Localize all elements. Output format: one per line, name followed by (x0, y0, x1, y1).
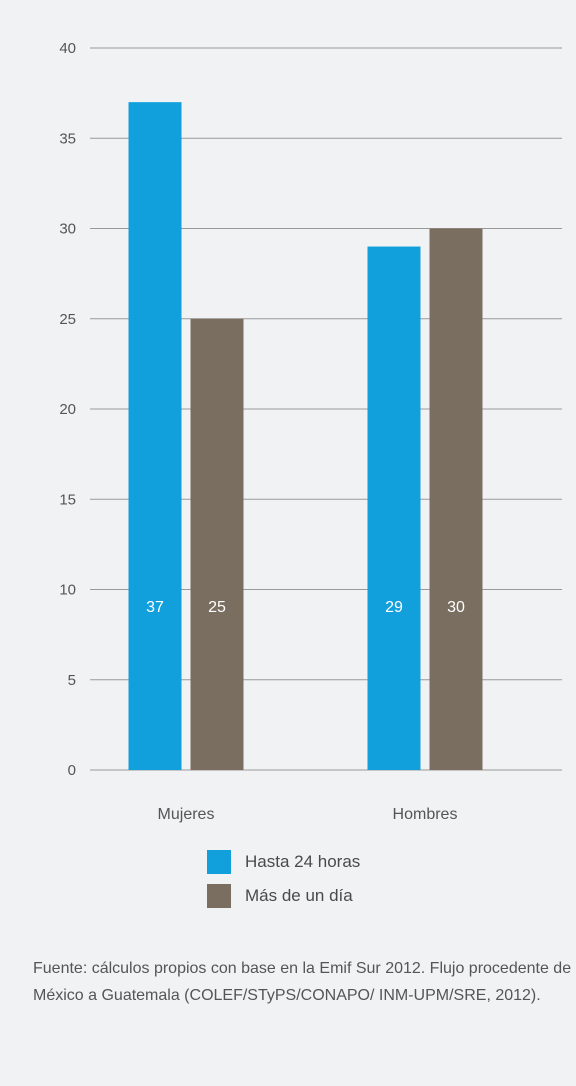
labels: 0 5 10 15 20 25 30 35 40 37 25 Mujeres 29 30 Hombres (59, 40, 465, 823)
y-tick-label: 30 (59, 221, 76, 238)
bar (190, 318, 244, 770)
bars (128, 102, 483, 771)
bar-data-label: 25 (208, 599, 226, 616)
legend-swatch-brown (207, 884, 231, 908)
bar-data-label: 37 (146, 599, 164, 616)
legend-swatch-blue (207, 850, 231, 874)
legend-item-hasta-24-horas: Hasta 24 horas (207, 850, 360, 874)
source-note: Fuente: cálculos propios con base en la … (33, 960, 572, 1004)
bar (128, 102, 182, 770)
x-category-label: Hombres (393, 806, 458, 823)
bar-data-label: 29 (385, 599, 403, 616)
y-tick-label: 25 (59, 311, 76, 328)
y-tick-label: 40 (59, 40, 76, 57)
y-tick-label: 0 (68, 762, 76, 779)
y-tick-label: 10 (59, 582, 76, 599)
legend-item-mas-de-un-dia: Más de un día (207, 884, 360, 908)
bar-chart: 0 5 10 15 20 25 30 35 40 37 25 Mujeres 29 30 Hombres (59, 40, 562, 823)
bar (429, 228, 483, 770)
y-tick-label: 20 (59, 401, 76, 418)
legend-label: Hasta 24 horas (245, 852, 361, 871)
y-tick-label: 35 (59, 130, 76, 147)
y-tick-label: 15 (59, 491, 76, 508)
x-category-label: Mujeres (158, 806, 215, 823)
legend: Hasta 24 horas Más de un día (207, 850, 360, 918)
bar-data-label: 30 (447, 599, 465, 616)
legend-label: Más de un día (245, 886, 353, 905)
bar (367, 246, 421, 771)
y-tick-label: 5 (68, 672, 76, 689)
